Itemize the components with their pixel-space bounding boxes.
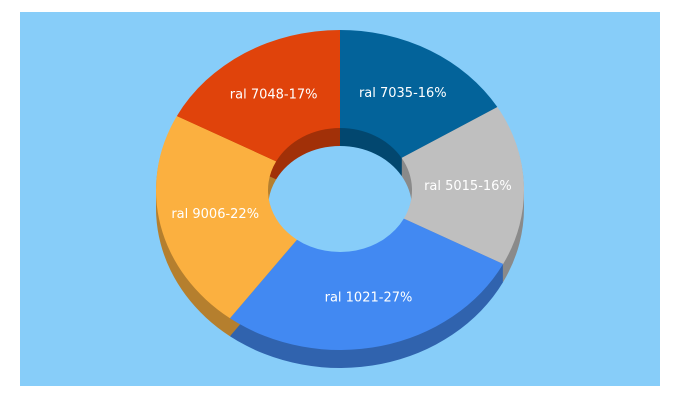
slice xyxy=(340,30,498,158)
labels: ral 7035-16% ral 5015-16% ral 1021-27% ral … xyxy=(171,86,511,306)
slice xyxy=(229,218,504,350)
data-label: ral 1021-27% xyxy=(325,291,413,306)
data-label: ral 9006-22% xyxy=(171,207,259,222)
slice xyxy=(176,30,340,162)
slice xyxy=(155,115,297,319)
tops xyxy=(155,30,524,350)
slice xyxy=(401,107,524,265)
data-label: ral 7048-17% xyxy=(230,88,318,103)
data-label: ral 5015-16% xyxy=(424,179,512,194)
data-label: ral 7035-16% xyxy=(359,86,447,101)
